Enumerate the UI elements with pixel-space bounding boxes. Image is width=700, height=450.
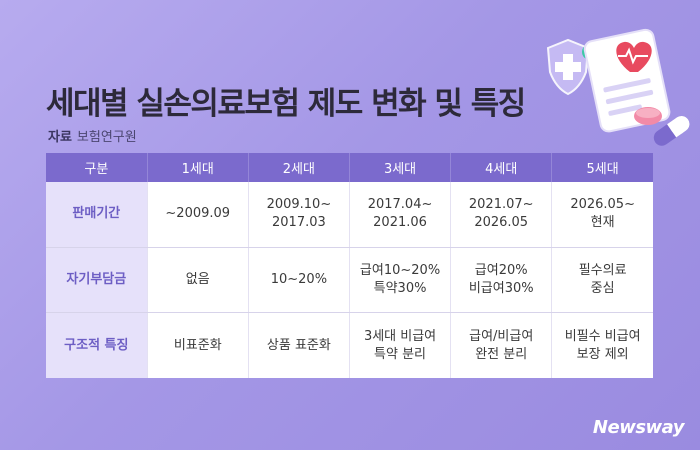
heart-icon <box>616 41 652 72</box>
insurance-document-illustration <box>546 28 690 146</box>
table-header-row: 구분 1세대 2세대 3세대 4세대 5세대 <box>46 153 653 182</box>
table-cell: 3세대 비급여 특약 분리 <box>349 312 452 378</box>
row-label-structural-features: 구조적 특징 <box>46 312 148 378</box>
header-category: 구분 <box>46 153 148 182</box>
table-cell: 2026.05~ 현재 <box>551 182 653 248</box>
table-cell: 2009.10~ 2017.03 <box>248 182 350 248</box>
header-gen2: 2세대 <box>248 153 350 182</box>
source-label: 자료 <box>48 130 72 145</box>
header-gen3: 3세대 <box>349 153 452 182</box>
table-cell: 비표준화 <box>147 312 249 378</box>
row-label-deductible: 자기부담금 <box>46 247 148 314</box>
table-cell: 비필수 비급여 보장 제외 <box>551 312 653 378</box>
table-row: 구조적 특징 비표준화 상품 표준화 3세대 비급여 특약 분리 급여/비급여 완전… <box>46 312 653 378</box>
table-cell: 없음 <box>147 247 249 314</box>
header-gen4: 4세대 <box>450 153 553 182</box>
row-label-sales-period: 판매기간 <box>46 182 148 248</box>
table-cell: 급여/비급여 완전 분리 <box>450 312 553 378</box>
table-cell: 2017.04~ 2021.06 <box>349 182 452 248</box>
table-cell: 급여20% 비급여30% <box>450 247 553 314</box>
source-value: 보험연구원 <box>76 130 137 145</box>
source-note: 자료 보험연구원 <box>48 126 137 145</box>
table-row: 판매기간 ~2009.09 2009.10~ 2017.03 2017.04~ 20… <box>46 182 653 248</box>
generation-comparison-table: 구분 1세대 2세대 3세대 4세대 5세대 판매기간 ~2009.09 200… <box>46 153 653 378</box>
header-gen5: 5세대 <box>551 153 653 182</box>
newsway-logo: Newsway <box>592 417 685 438</box>
table-row: 자기부담금 없음 10~20% 급여10~20% 특약30% 급여20% 비급여30… <box>46 247 653 314</box>
table-cell: 급여10~20% 특약30% <box>349 247 452 314</box>
page-title: 세대별 실손의료보험 제도 변화 및 특징 <box>46 86 526 122</box>
table-cell: ~2009.09 <box>147 182 249 248</box>
table-cell: 2021.07~ 2026.05 <box>450 182 553 248</box>
table-cell: 10~20% <box>248 247 350 314</box>
table-cell: 필수의료 중심 <box>551 247 653 314</box>
table-cell: 상품 표준화 <box>248 312 350 378</box>
header-gen1: 1세대 <box>147 153 249 182</box>
